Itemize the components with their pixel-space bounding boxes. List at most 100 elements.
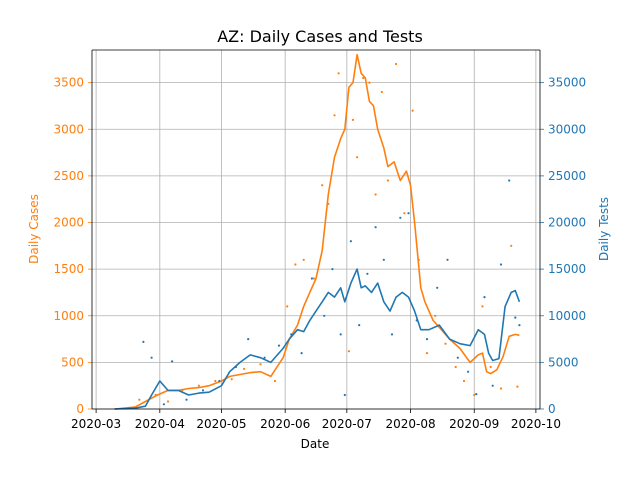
scatter-point-tests [475, 393, 478, 396]
scatter-point-cases [516, 385, 519, 388]
scatter-point-tests [300, 352, 303, 355]
scatter-point-tests [277, 344, 281, 347]
scatter-point-cases [321, 184, 324, 187]
chart-title: AZ: Daily Cases and Tests [217, 27, 423, 46]
scatter-point-cases [286, 305, 289, 308]
scatter-point-cases [417, 258, 420, 261]
scatter-point-tests [399, 216, 402, 219]
scatter-point-cases [425, 352, 429, 355]
scatter-point-cases [230, 378, 233, 381]
scatter-point-cases [197, 384, 200, 387]
scatter-point-tests [171, 360, 174, 363]
scatter-point-cases [454, 365, 457, 369]
y-right-tick-label: 35000 [548, 76, 586, 90]
scatter-point-cases [294, 263, 297, 266]
axis-layer: 2020-03 2020-04 2020-05 2020-06 2020-07 2020-… [53, 49, 586, 431]
scatter-point-tests [436, 286, 439, 289]
scatter-point-cases [273, 379, 276, 383]
scatter-point-tests [374, 226, 377, 229]
scatter-point-cases [347, 350, 350, 353]
y-axis-left-label: Daily Cases [27, 194, 41, 264]
scatter-point-tests [491, 384, 494, 387]
y-right-tick-label: 15000 [548, 262, 586, 276]
scatter-point-tests [323, 314, 326, 317]
y-right-tick-label: 10000 [548, 309, 586, 323]
scatter-point-tests [514, 316, 517, 319]
scatter-point-cases [380, 90, 383, 94]
y-left-tick-label: 1000 [53, 309, 84, 323]
scatter-point-tests [518, 324, 521, 327]
y-left-tick-label: 3500 [53, 76, 84, 90]
scatter-point-tests [247, 338, 250, 341]
scatter-point-tests [382, 258, 385, 261]
x-axis-label: Date [301, 437, 330, 451]
y-axis-right-label: Daily Tests [597, 197, 611, 261]
scatter-point-cases [462, 379, 466, 383]
y-right-tick-label: 30000 [548, 122, 586, 136]
x-tick-label: 2020-05 [196, 417, 246, 431]
scatter-point-cases [312, 277, 315, 280]
scatter-point-cases [138, 398, 141, 401]
scatter-point-tests [349, 240, 352, 243]
x-tick-label: 2020-04 [135, 417, 185, 431]
x-tick-label: 2020-08 [385, 417, 435, 431]
scatter-point-cases [166, 400, 170, 403]
y-left-tick-label: 0 [76, 402, 84, 416]
grid-layer [92, 50, 540, 410]
scatter-point-cases [154, 393, 157, 397]
scatter-point-cases [362, 76, 365, 80]
scatter-point-cases [356, 156, 359, 159]
y-left-tick-label: 2500 [53, 169, 84, 183]
scatter-point-cases [481, 305, 484, 308]
scatter-point-cases [411, 109, 414, 112]
scatter-point-cases [434, 314, 437, 317]
x-tick-label: 2020-07 [322, 417, 372, 431]
scatter-point-tests [218, 379, 221, 383]
scatter-point-cases [351, 118, 355, 121]
scatter-point-tests [310, 277, 313, 280]
series-line-cases [114, 53, 520, 410]
scatter-point-cases [343, 128, 346, 131]
scatter-point-tests [185, 398, 188, 401]
scatter-point-cases [259, 363, 262, 366]
scatter-point-cases [395, 62, 398, 66]
scatter-point-tests [508, 179, 511, 182]
scatter-point-tests [263, 356, 266, 359]
y-left-tick-label: 1500 [53, 262, 84, 276]
scatter-point-cases [510, 244, 513, 247]
x-tick-label: 2020-09 [449, 417, 499, 431]
scatter-point-cases [386, 179, 389, 182]
series-layer [114, 53, 521, 410]
scatter-point-tests [390, 333, 394, 336]
scatter-point-tests [407, 212, 410, 215]
scatter-point-tests [142, 340, 145, 343]
scatter-point-cases [243, 367, 246, 370]
scatter-point-tests [456, 356, 459, 359]
scatter-point-tests [290, 333, 293, 336]
scatter-point-tests [150, 356, 153, 359]
scatter-point-cases [473, 393, 476, 397]
scatter-point-cases [444, 342, 447, 345]
scatter-point-tests [343, 393, 346, 397]
y-right-tick-label: 20000 [548, 216, 586, 230]
y-right-tick-label: 0 [548, 402, 556, 416]
scatter-point-tests [415, 319, 418, 322]
scatter-point-tests [331, 268, 334, 271]
y-left-tick-label: 3000 [53, 122, 84, 136]
y-left-tick-label: 500 [61, 355, 84, 369]
scatter-point-tests [358, 324, 361, 327]
scatter-point-cases [337, 72, 340, 75]
scatter-point-tests [425, 338, 429, 341]
scatter-point-cases [403, 212, 406, 215]
scatter-point-cases [327, 202, 330, 205]
scatter-point-tests [467, 370, 470, 373]
scatter-point-tests [366, 272, 369, 275]
series-line-tests [114, 268, 521, 410]
scatter-point-tests [483, 296, 486, 299]
scatter-point-cases [302, 258, 305, 261]
y-right-tick-label: 5000 [548, 355, 579, 369]
scatter-point-tests [201, 389, 205, 392]
x-tick-label: 2020-10 [511, 417, 561, 431]
